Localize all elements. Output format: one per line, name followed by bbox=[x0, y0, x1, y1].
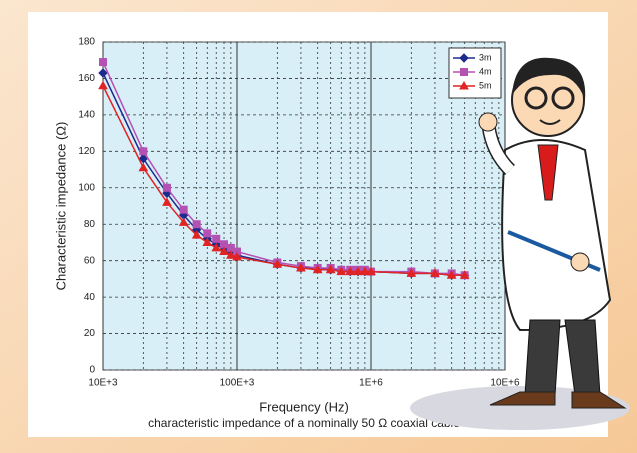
data-point bbox=[192, 220, 201, 229]
data-point bbox=[446, 270, 457, 279]
data-point bbox=[98, 68, 108, 78]
lab-coat bbox=[501, 139, 612, 332]
hand bbox=[478, 112, 498, 132]
legend-label: 5m bbox=[479, 80, 492, 90]
glasses-left bbox=[524, 86, 548, 110]
data-point bbox=[360, 266, 370, 276]
legend-label: 4m bbox=[479, 66, 492, 76]
glasses-right bbox=[551, 86, 575, 110]
data-point bbox=[336, 266, 347, 276]
plot-area bbox=[102, 41, 506, 371]
data-point bbox=[232, 252, 242, 261]
hand-right bbox=[570, 252, 590, 272]
data-point bbox=[178, 217, 189, 226]
y-tick-label: 60 bbox=[84, 255, 96, 266]
y-tick-label: 160 bbox=[78, 73, 95, 84]
y-tick-label: 100 bbox=[78, 182, 95, 193]
data-point bbox=[98, 80, 108, 90]
y-tick-label: 120 bbox=[78, 146, 95, 157]
data-point bbox=[191, 230, 202, 239]
tie bbox=[537, 144, 559, 201]
mouth bbox=[539, 119, 561, 125]
y-axis-label: Characteristic impedance (Ω) bbox=[53, 122, 68, 291]
y-tick-label: 180 bbox=[78, 37, 95, 48]
y-tick-label: 140 bbox=[78, 110, 95, 121]
data-point bbox=[211, 242, 222, 252]
x-tick-label: 1E+6 bbox=[359, 378, 383, 389]
data-point bbox=[459, 270, 470, 279]
y-tick-label: 80 bbox=[84, 219, 96, 230]
legend-marker bbox=[460, 68, 468, 76]
data-point bbox=[272, 259, 283, 268]
x-axis-label: Frequency (Hz) bbox=[259, 399, 349, 414]
data-point bbox=[430, 268, 440, 277]
data-point bbox=[138, 153, 149, 164]
data-point bbox=[296, 262, 306, 272]
data-point bbox=[353, 266, 363, 276]
data-point bbox=[202, 237, 213, 246]
data-point bbox=[226, 250, 236, 259]
data-point bbox=[345, 266, 356, 276]
plot-layer: 0 20 40 60 80 100 120 140 160 180 10E+3 100E+3 1E+6 1… bbox=[78, 37, 520, 389]
professor-illustration bbox=[410, 57, 630, 430]
data-point bbox=[366, 266, 376, 276]
legend-box bbox=[448, 47, 502, 99]
shoes bbox=[489, 391, 627, 409]
data-point bbox=[203, 229, 212, 238]
legend-marker bbox=[459, 80, 469, 90]
x-tick-label: 10E+3 bbox=[88, 378, 118, 389]
x-tick-label: 10E+6 bbox=[490, 378, 520, 389]
data-point bbox=[406, 268, 417, 277]
data-point bbox=[162, 183, 171, 192]
data-point bbox=[212, 234, 221, 243]
data-point bbox=[312, 264, 323, 274]
x-tick-label: 100E+3 bbox=[220, 378, 255, 389]
data-point bbox=[219, 246, 229, 256]
y-tick-label: 40 bbox=[84, 292, 96, 303]
hair bbox=[512, 57, 586, 100]
data-point bbox=[162, 197, 172, 206]
legend-label: 3m bbox=[479, 52, 492, 62]
data-point bbox=[139, 147, 148, 156]
data-point bbox=[99, 58, 107, 67]
y-tick-label: 20 bbox=[84, 328, 96, 339]
legend-marker bbox=[459, 53, 469, 63]
data-point bbox=[138, 162, 149, 172]
data-point bbox=[325, 264, 336, 274]
data-point bbox=[179, 205, 188, 214]
y-tick-label: 0 bbox=[89, 365, 95, 376]
caption: characteristic impedance of a nominally … bbox=[148, 416, 460, 430]
